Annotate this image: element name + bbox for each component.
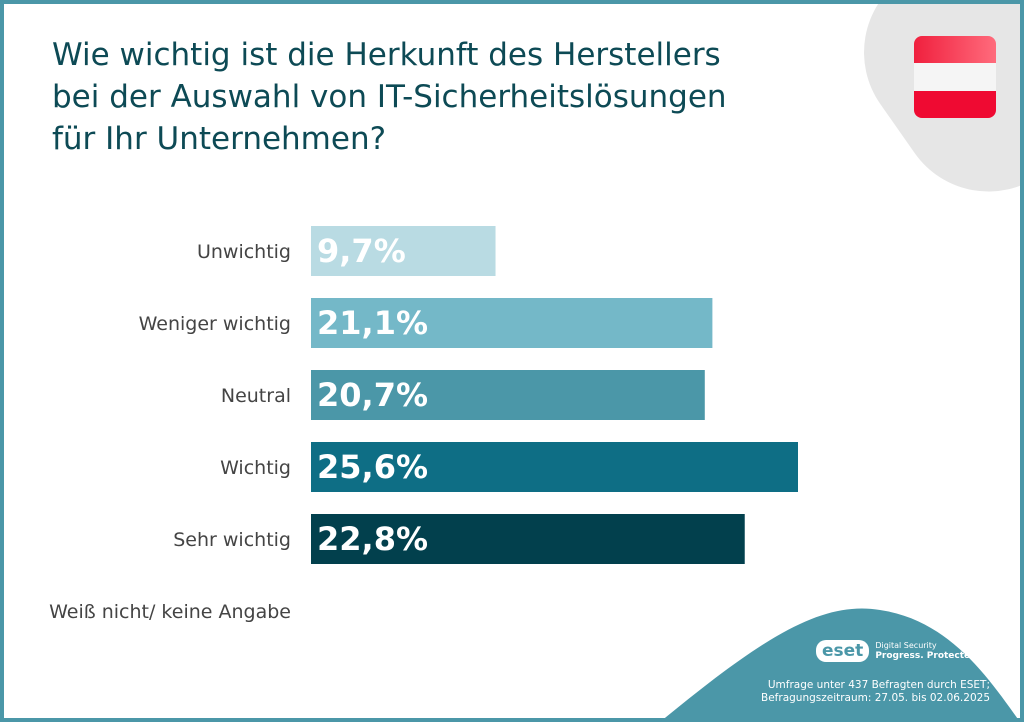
infographic-card: Wie wichtig ist die Herkunft des Herstel… bbox=[4, 4, 1020, 718]
category-label: Sehr wichtig bbox=[173, 529, 291, 551]
chart-title: Wie wichtig ist die Herkunft des Herstel… bbox=[52, 37, 727, 157]
data-label: 21,1% bbox=[317, 304, 428, 342]
eset-logo: eset Digital Security Progress. Protecte… bbox=[816, 640, 980, 662]
category-label: Weniger wichtig bbox=[139, 313, 291, 335]
category-label: Unwichtig bbox=[197, 241, 291, 263]
category-label: Weiß nicht/ keine Angabe bbox=[49, 601, 291, 623]
tagline-top: Digital Security bbox=[875, 641, 937, 650]
eset-logo-mark: eset bbox=[816, 640, 870, 662]
data-label: 20,7% bbox=[317, 376, 428, 414]
tagline-bottom: Progress. Protected. bbox=[875, 651, 981, 661]
survey-note-line1: Umfrage unter 437 Befragten durch ESET; bbox=[767, 679, 990, 691]
data-label: 9,7% bbox=[317, 232, 406, 270]
bar bbox=[311, 226, 496, 276]
data-label: 0% bbox=[317, 592, 371, 630]
data-label: 25,6% bbox=[317, 448, 428, 486]
survey-note-line2: Befragungszeitraum: 27.05. bis 02.06.202… bbox=[761, 692, 990, 704]
category-label: Wichtig bbox=[220, 457, 291, 479]
bar bbox=[311, 442, 798, 492]
bar bbox=[311, 514, 745, 564]
bar bbox=[311, 370, 705, 420]
category-label: Neutral bbox=[221, 385, 291, 407]
austria-flag-icon bbox=[914, 36, 996, 118]
survey-note: Umfrage unter 437 Befragten durch ESET; … bbox=[761, 679, 990, 705]
data-label: 22,8% bbox=[317, 520, 428, 558]
bar bbox=[311, 298, 713, 348]
